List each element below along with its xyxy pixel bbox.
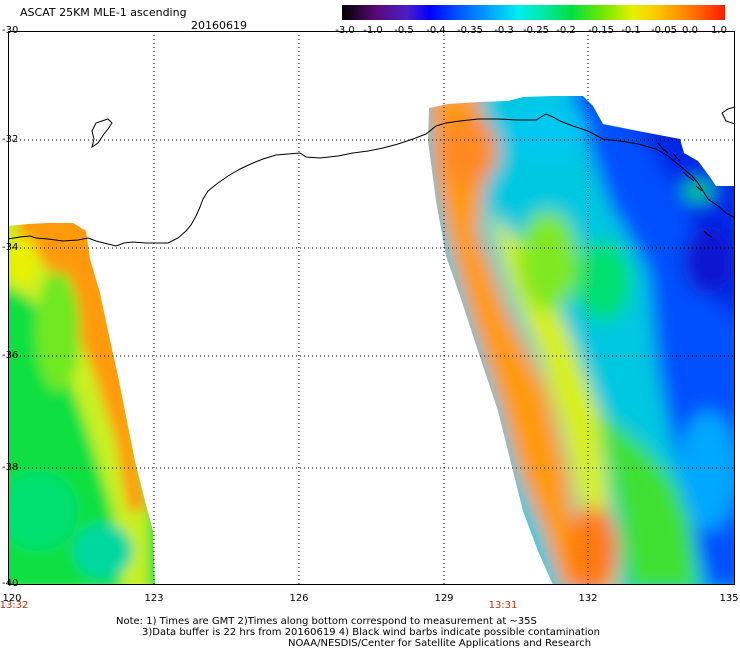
note-line-3: NOAA/NESDIS/Center for Satellite Applica… (288, 638, 592, 649)
colorbar-tick: -0.05 (651, 25, 677, 36)
lon-label: 126 (289, 593, 309, 604)
colorbar-tick: 0.0 (682, 25, 698, 36)
graticule (8, 31, 735, 585)
coastline (8, 106, 735, 247)
lon-label: 135 (719, 593, 739, 604)
colorbar-tick: -0.15 (588, 25, 614, 36)
colorbar-tick: -0.4 (426, 25, 446, 36)
title-text: ASCAT 25KM MLE-1 ascending (20, 6, 187, 19)
lat-label: -38 (2, 462, 19, 473)
map-frame (8, 31, 735, 585)
time-label-left-swath: 13:32 (0, 600, 29, 611)
colorbar-tick: -0.3 (494, 25, 514, 36)
lon-label: 120 (2, 593, 22, 604)
colorbar (342, 5, 725, 20)
lon-label: 123 (144, 593, 164, 604)
note-line-1: Note: 1) Times are GMT 2)Times along bot… (116, 616, 537, 627)
colorbar-tick: 1.0 (711, 25, 727, 36)
note-line-2: 3)Data buffer is 22 hrs from 20160619 4)… (142, 627, 600, 638)
right-swath (428, 96, 735, 585)
colorbar-tick: -0.5 (394, 25, 414, 36)
map-plot (8, 31, 735, 585)
colorbar-tick: -0.25 (523, 25, 549, 36)
colorbar-tick: -3.0 (335, 25, 355, 36)
date-text: 20160619 (191, 19, 247, 32)
left-swath (8, 223, 155, 585)
colorbar-tick: -0.2 (556, 25, 576, 36)
lat-label: -36 (2, 350, 19, 361)
colorbar-tick: -0.1 (621, 25, 641, 36)
colorbar-tick: -0.35 (457, 25, 483, 36)
lat-label: -32 (2, 134, 19, 145)
time-label-right-swath: 13:31 (488, 600, 518, 611)
lon-label: 132 (578, 593, 598, 604)
lat-label: -34 (2, 242, 19, 253)
lat-label: -30 (2, 25, 19, 36)
colorbar-tick: -1.0 (363, 25, 383, 36)
lat-label: -40 (2, 578, 19, 589)
lon-label: 129 (434, 593, 454, 604)
